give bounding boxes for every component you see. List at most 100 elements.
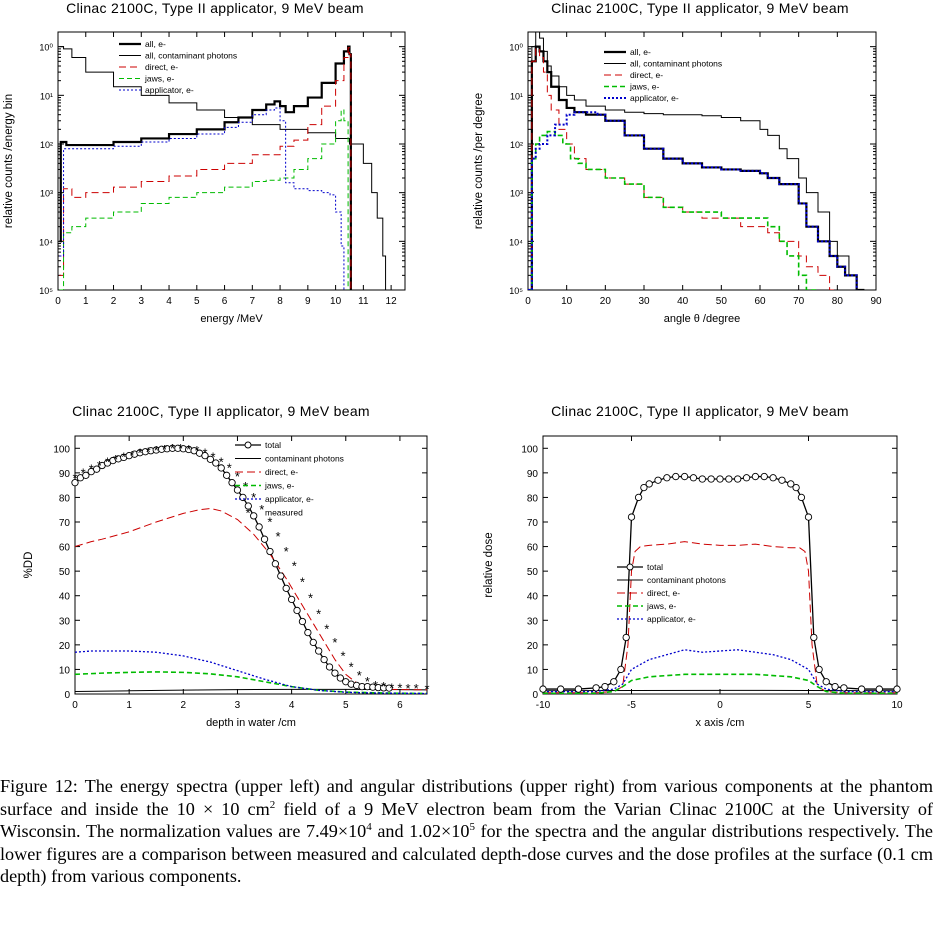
legend-label: jaws, e-: [144, 74, 174, 84]
data-point: [617, 665, 625, 674]
legend-marker: [626, 563, 634, 571]
x-tick-label: 3: [235, 700, 241, 711]
y-tick-label: 10¹: [40, 91, 53, 101]
y-tick-label: 10²: [510, 140, 523, 150]
x-tick-label: 11: [358, 296, 369, 307]
caption-text: The energy spectra (upper left) and angu…: [0, 776, 933, 819]
y-tick-label: 10: [59, 665, 71, 676]
data-point: *: [211, 449, 216, 464]
series-group: [59, 45, 387, 290]
data-point: [742, 474, 751, 482]
data-point: *: [389, 680, 394, 695]
x-tick-label: 6: [397, 700, 403, 711]
data-point: *: [292, 559, 297, 574]
data-point: [592, 684, 600, 692]
series-line: [59, 45, 352, 290]
data-point: [255, 523, 263, 531]
series-line: [528, 45, 865, 290]
data-point: *: [121, 449, 126, 464]
data-point: [201, 452, 209, 460]
legend-marker: *: [245, 506, 250, 521]
data-point: [336, 674, 345, 682]
series-line: [59, 107, 345, 290]
x-tick-label: 6: [222, 296, 228, 307]
legend-label: applicator, e-: [630, 93, 679, 103]
series-line: [528, 130, 818, 290]
chart-dose-profile: Clinac 2100C, Type II applicator, 9 MeV …: [470, 403, 935, 733]
y-tick-label: 10⁰: [39, 43, 53, 53]
legend-label: direct, e-: [647, 588, 680, 598]
x-tick-label: 0: [55, 296, 61, 307]
plot-frame: [542, 435, 898, 695]
legend-label: jaws, e-: [629, 82, 659, 92]
y-tick-label: 20: [527, 641, 539, 652]
y-tick-label: 10¹: [510, 91, 523, 101]
y-tick-label: 10⁴: [39, 237, 53, 247]
y-tick-label: 40: [527, 592, 539, 603]
data-point: *: [137, 446, 142, 461]
data-point: *: [300, 575, 305, 590]
data-point: *: [154, 443, 159, 458]
data-point: [293, 606, 301, 615]
data-point: *: [373, 678, 378, 693]
data-point: [331, 669, 339, 677]
legend-label: all, contaminant photons: [145, 51, 237, 61]
data-point: [645, 480, 653, 488]
data-point: *: [332, 635, 337, 650]
y-tick-label: 50: [527, 567, 539, 578]
chart-angular-distribution: Clinac 2100C, Type II applicator, 9 MeV …: [470, 0, 935, 330]
x-tick-label: -10: [536, 700, 551, 711]
data-point: [804, 513, 813, 521]
series-line: [543, 649, 897, 693]
data-point: [325, 663, 334, 671]
y-tick-label: 10³: [510, 189, 523, 199]
x-tick-label: 4: [289, 700, 295, 711]
y-tick-label: 60: [527, 543, 539, 554]
y-tick-label: 90: [527, 469, 539, 480]
plot-frame: [74, 435, 428, 695]
data-point: [680, 472, 689, 481]
y-tick-label: 10³: [40, 189, 53, 199]
chart-energy-spectra: Clinac 2100C, Type II applicator, 9 MeV …: [0, 0, 420, 330]
data-point: *: [162, 442, 167, 457]
data-point: [893, 685, 901, 693]
data-point: *: [89, 462, 94, 477]
legend-label: applicator, e-: [647, 614, 696, 624]
data-point: *: [308, 591, 313, 606]
series-line: [528, 32, 865, 290]
x-tick-label: -5: [627, 700, 636, 711]
data-point: [769, 474, 777, 482]
data-point: *: [202, 446, 207, 461]
x-tick-label: 0: [717, 700, 723, 711]
x-tick-label: 5: [194, 296, 200, 307]
data-point: [82, 471, 90, 479]
data-point: *: [349, 659, 354, 674]
data-point: [634, 493, 643, 502]
y-tick-label: 10⁴: [509, 237, 523, 247]
series-line: [543, 673, 897, 694]
data-point: [787, 480, 795, 488]
data-point: [734, 475, 742, 483]
data-point: *: [284, 544, 289, 559]
data-point: *: [341, 648, 346, 663]
y-axis-label: relative counts /per degree: [473, 93, 485, 229]
x-tick-label: 12: [386, 296, 398, 307]
legend-label: contaminant photons: [647, 575, 726, 585]
data-point: [663, 474, 671, 482]
data-point: *: [357, 668, 362, 683]
series-line: [543, 541, 897, 694]
caption-superscript: 2: [269, 798, 276, 811]
legend-label: direct, e-: [630, 70, 663, 80]
series-line: [75, 507, 427, 691]
caption-text: for the spectra and the angular distribu…: [0, 821, 933, 886]
y-tick-label: 100: [53, 444, 70, 455]
x-tick-label: 2: [181, 700, 187, 711]
x-tick-label: 1: [83, 296, 89, 307]
data-point: *: [324, 621, 329, 636]
data-point: *: [219, 454, 224, 469]
legend-label: applicator, e-: [265, 494, 314, 504]
x-tick-label: 50: [716, 296, 728, 307]
x-tick-label: 0: [72, 700, 78, 711]
data-point: [672, 472, 680, 481]
